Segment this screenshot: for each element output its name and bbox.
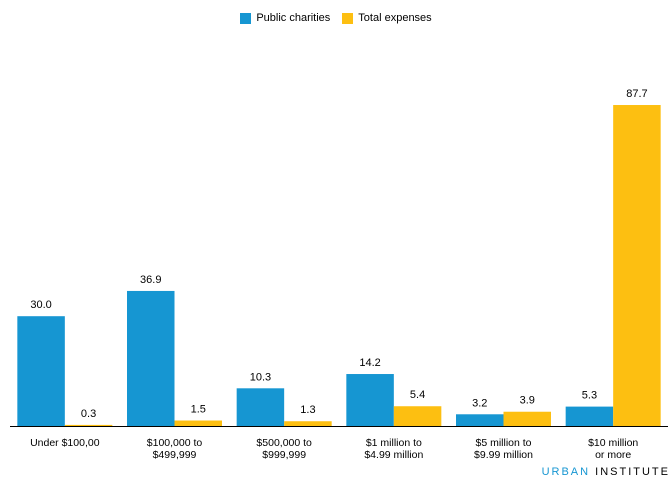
x-tick-label-5-0: $10 million <box>588 437 638 449</box>
legend-item-public-charities: Public charities <box>240 12 330 24</box>
data-label-public-charities-1: 36.9 <box>140 274 161 286</box>
data-label-total-expenses-4: 3.9 <box>520 395 535 407</box>
bar-public-charities-1 <box>127 290 175 426</box>
data-label-total-expenses-5: 87.7 <box>626 88 647 100</box>
data-label-total-expenses-3: 5.4 <box>410 389 425 401</box>
urban-institute-logo: URBAN INSTITUTE <box>542 466 670 478</box>
x-tick-label-5-1: or more <box>595 449 631 461</box>
legend-swatch-public-charities <box>240 12 252 24</box>
bar-public-charities-3 <box>346 374 394 426</box>
bar-public-charities-5 <box>565 406 614 426</box>
data-label-public-charities-2: 10.3 <box>250 371 271 383</box>
legend-item-total-expenses: Total expenses <box>342 12 432 24</box>
data-label-public-charities-4: 3.2 <box>472 397 487 409</box>
bar-public-charities-2 <box>236 388 285 426</box>
x-tick-label-3-1: $4.99 million <box>364 449 423 461</box>
legend-swatch-total-expenses <box>342 12 354 24</box>
data-label-public-charities-0: 30.0 <box>30 299 51 311</box>
data-label-total-expenses-0: 0.3 <box>81 408 96 420</box>
x-tick-label-4-1: $9.99 million <box>474 449 533 461</box>
data-label-total-expenses-2: 1.3 <box>300 404 315 416</box>
bar-total-expenses-1 <box>174 420 222 426</box>
x-tick-label-1-0: $100,000 to <box>147 437 203 449</box>
x-tick-label-0-0: Under $100,00 <box>30 437 100 449</box>
bar-total-expenses-5 <box>613 105 661 426</box>
data-label-public-charities-5: 5.3 <box>582 390 597 402</box>
legend-label-public-charities: Public charities <box>256 12 331 24</box>
x-tick-label-2-0: $500,000 to <box>256 437 312 449</box>
bar-total-expenses-0 <box>64 424 113 426</box>
bar-public-charities-0 <box>17 316 65 426</box>
bar-total-expenses-3 <box>393 406 442 426</box>
legend-label-total-expenses: Total expenses <box>358 12 432 24</box>
bar-total-expenses-2 <box>284 421 332 426</box>
x-tick-label-1-1: $499,999 <box>153 449 197 461</box>
logo-institute-text: INSTITUTE <box>595 466 670 478</box>
x-tick-label-4-0: $5 million to <box>475 437 531 449</box>
bar-public-charities-4 <box>456 414 504 426</box>
data-label-public-charities-3: 14.2 <box>359 357 380 369</box>
x-tick-label-3-0: $1 million to <box>366 437 422 449</box>
chart-legend: Public charities Total expenses <box>0 12 672 24</box>
bar-total-expenses-4 <box>503 411 551 426</box>
data-label-total-expenses-1: 1.5 <box>191 404 206 416</box>
x-tick-label-2-1: $999,999 <box>262 449 306 461</box>
logo-urban-text: URBAN <box>541 466 591 478</box>
